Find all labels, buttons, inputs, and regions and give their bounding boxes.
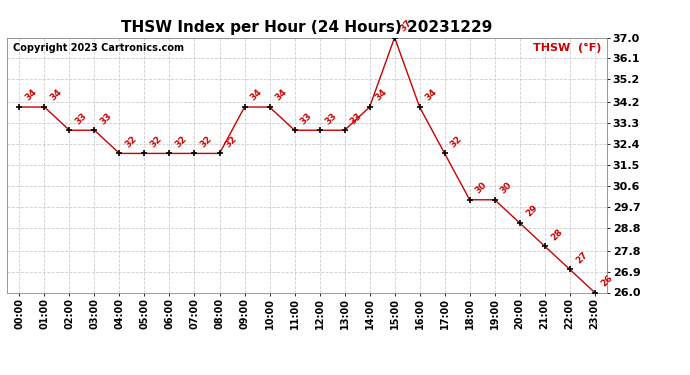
Text: 30: 30	[499, 180, 514, 196]
Text: Copyright 2023 Cartronics.com: Copyright 2023 Cartronics.com	[13, 43, 184, 52]
Text: 32: 32	[124, 134, 139, 149]
Text: 28: 28	[549, 227, 564, 242]
Text: 33: 33	[299, 111, 314, 126]
Text: 30: 30	[474, 180, 489, 196]
Text: 32: 32	[448, 134, 464, 149]
Text: 27: 27	[574, 250, 589, 265]
Text: 26: 26	[599, 273, 614, 288]
Text: 32: 32	[199, 134, 214, 149]
Text: 33: 33	[74, 111, 89, 126]
Text: 32: 32	[174, 134, 189, 149]
Text: 33: 33	[348, 111, 364, 126]
Text: 33: 33	[324, 111, 339, 126]
Text: 34: 34	[248, 88, 264, 103]
Text: 34: 34	[424, 88, 439, 103]
Text: 32: 32	[224, 134, 239, 149]
Text: 34: 34	[374, 88, 389, 103]
Text: 37: 37	[399, 18, 414, 33]
Title: THSW Index per Hour (24 Hours) 20231229: THSW Index per Hour (24 Hours) 20231229	[121, 20, 493, 35]
Text: 32: 32	[148, 134, 164, 149]
Text: 34: 34	[23, 88, 39, 103]
Text: 34: 34	[48, 88, 64, 103]
Text: 33: 33	[99, 111, 114, 126]
Text: 34: 34	[274, 88, 289, 103]
Text: 29: 29	[524, 204, 539, 219]
Text: THSW  (°F): THSW (°F)	[533, 43, 601, 52]
